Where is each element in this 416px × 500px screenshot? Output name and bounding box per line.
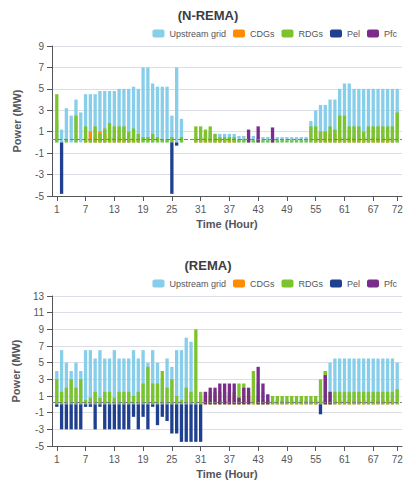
svg-text:67: 67 bbox=[368, 204, 380, 215]
svg-text:Power (MW): Power (MW) bbox=[11, 89, 23, 152]
svg-text:-5: -5 bbox=[35, 191, 44, 202]
svg-text:67: 67 bbox=[368, 454, 380, 465]
svg-text:1: 1 bbox=[54, 204, 60, 215]
svg-text:Power (MW): Power (MW) bbox=[10, 339, 22, 402]
svg-text:19: 19 bbox=[138, 454, 150, 465]
svg-text:Pfc: Pfc bbox=[384, 279, 398, 289]
svg-text:61: 61 bbox=[339, 204, 351, 215]
svg-text:7: 7 bbox=[83, 454, 89, 465]
svg-text:25: 25 bbox=[166, 454, 178, 465]
svg-text:9: 9 bbox=[38, 324, 44, 335]
svg-text:13: 13 bbox=[109, 454, 121, 465]
svg-text:55: 55 bbox=[310, 454, 322, 465]
svg-text:-3: -3 bbox=[35, 169, 44, 180]
svg-text:3: 3 bbox=[38, 105, 44, 116]
svg-text:13: 13 bbox=[109, 204, 121, 215]
svg-text:RDGs: RDGs bbox=[298, 279, 323, 289]
svg-text:3: 3 bbox=[38, 374, 44, 385]
svg-text:37: 37 bbox=[224, 204, 236, 215]
svg-text:43: 43 bbox=[253, 204, 265, 215]
svg-text:72: 72 bbox=[392, 454, 404, 465]
svg-text:13: 13 bbox=[33, 291, 45, 302]
svg-text:RDGs: RDGs bbox=[298, 29, 323, 39]
svg-text:-5: -5 bbox=[35, 441, 44, 452]
svg-text:43: 43 bbox=[253, 454, 265, 465]
svg-text:19: 19 bbox=[138, 204, 150, 215]
svg-text:Upstream grid: Upstream grid bbox=[169, 279, 226, 289]
svg-text:49: 49 bbox=[281, 454, 293, 465]
svg-text:31: 31 bbox=[195, 454, 207, 465]
svg-text:5: 5 bbox=[38, 83, 44, 94]
svg-text:25: 25 bbox=[166, 204, 178, 215]
svg-text:Upstream grid: Upstream grid bbox=[169, 29, 226, 39]
svg-text:(N-REMA): (N-REMA) bbox=[178, 8, 239, 23]
svg-text:-1: -1 bbox=[35, 407, 44, 418]
svg-text:11: 11 bbox=[34, 307, 45, 318]
svg-text:(REMA): (REMA) bbox=[185, 258, 232, 273]
svg-text:Pfc: Pfc bbox=[384, 29, 398, 39]
svg-text:61: 61 bbox=[339, 454, 351, 465]
svg-text:7: 7 bbox=[38, 341, 44, 352]
svg-text:1: 1 bbox=[38, 126, 44, 137]
svg-text:Time (Hour): Time (Hour) bbox=[196, 218, 258, 230]
svg-text:7: 7 bbox=[38, 62, 44, 73]
svg-text:9: 9 bbox=[38, 41, 44, 52]
svg-text:1: 1 bbox=[38, 391, 44, 402]
svg-text:7: 7 bbox=[83, 204, 89, 215]
svg-text:72: 72 bbox=[392, 204, 404, 215]
svg-text:55: 55 bbox=[310, 204, 322, 215]
svg-text:CDGs: CDGs bbox=[250, 279, 275, 289]
svg-text:37: 37 bbox=[224, 454, 236, 465]
svg-text:1: 1 bbox=[54, 454, 60, 465]
svg-text:Pel: Pel bbox=[347, 29, 360, 39]
svg-text:31: 31 bbox=[195, 204, 207, 215]
svg-text:49: 49 bbox=[281, 204, 293, 215]
svg-text:CDGs: CDGs bbox=[250, 29, 275, 39]
svg-text:-1: -1 bbox=[35, 148, 44, 159]
svg-text:Pel: Pel bbox=[347, 279, 360, 289]
svg-text:Time (Hour): Time (Hour) bbox=[196, 468, 258, 480]
svg-text:5: 5 bbox=[38, 357, 44, 368]
svg-text:-3: -3 bbox=[35, 424, 44, 435]
